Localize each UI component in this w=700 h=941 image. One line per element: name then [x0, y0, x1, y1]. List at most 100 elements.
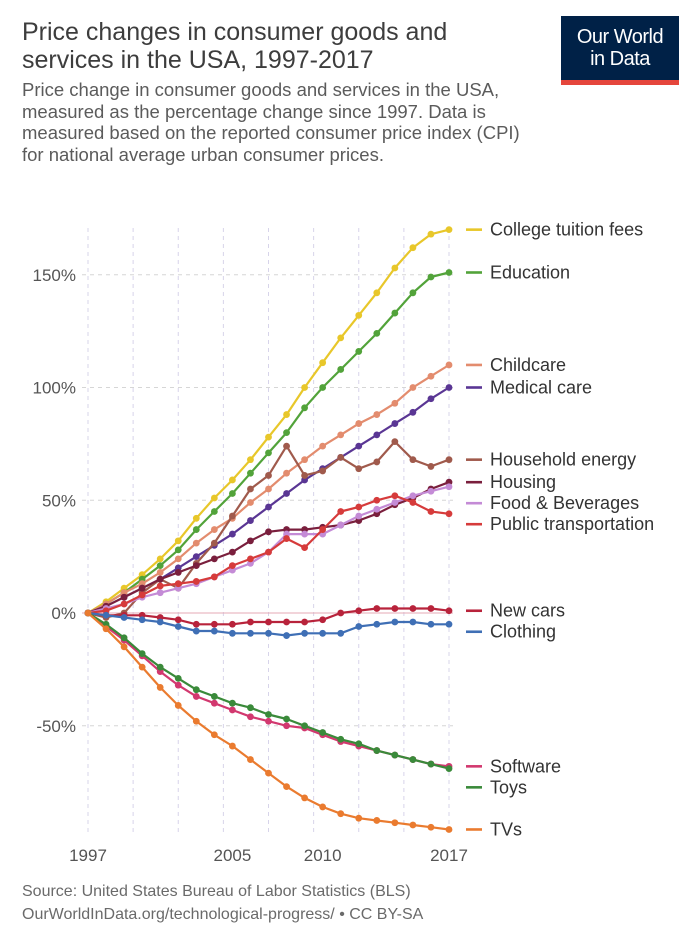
data-point: [337, 454, 345, 461]
x-tick-label: 1997: [69, 846, 107, 865]
data-point: [265, 618, 272, 626]
data-point: [247, 499, 254, 506]
data-point: [337, 810, 345, 818]
source-line-2: OurWorldInData.org/technological-progres…: [22, 906, 424, 923]
data-point: [210, 526, 218, 533]
data-point: [373, 458, 381, 466]
data-point: [355, 311, 363, 319]
data-point: [192, 693, 200, 700]
data-point: [156, 684, 164, 691]
legend-label: Clothing: [490, 622, 556, 642]
legend-label: Medical care: [490, 378, 592, 398]
data-point: [156, 618, 164, 626]
data-point: [247, 537, 254, 545]
owid-logo[interactable]: Our World in Data: [561, 16, 679, 85]
data-point: [120, 634, 128, 642]
data-point: [192, 562, 200, 570]
data-point: [301, 722, 308, 730]
series-household-energy: [84, 438, 453, 621]
y-tick-label: 50%: [42, 491, 76, 510]
chart-series: [84, 226, 453, 833]
legend-label: Toys: [490, 777, 527, 797]
data-point: [192, 553, 200, 561]
data-point: [210, 693, 218, 700]
source-line-1: Source: United States Bureau of Labor St…: [22, 883, 411, 900]
data-point: [283, 429, 290, 436]
data-point: [192, 526, 200, 533]
data-point: [138, 650, 146, 657]
legend-label: Education: [490, 262, 570, 282]
legend-item-software: Software: [466, 756, 561, 776]
data-point: [337, 609, 345, 617]
data-point: [319, 467, 327, 475]
legend-label: Software: [490, 756, 561, 776]
data-point: [337, 735, 345, 743]
data-point: [445, 361, 453, 369]
data-point: [247, 756, 254, 763]
data-point: [265, 548, 272, 556]
series-public-transportation: [84, 492, 453, 617]
legend-item-tvs: TVs: [466, 819, 522, 839]
data-point: [192, 620, 200, 628]
data-point: [247, 555, 254, 563]
data-point: [210, 539, 218, 547]
legend-label: College tuition fees: [490, 220, 643, 240]
data-point: [265, 449, 272, 457]
data-point: [210, 508, 218, 515]
data-point: [174, 569, 182, 576]
data-point: [409, 821, 417, 829]
data-point: [355, 814, 363, 822]
legend-item-childcare: Childcare: [466, 355, 566, 375]
data-point: [229, 562, 236, 570]
data-point: [229, 742, 236, 750]
data-point: [210, 731, 218, 739]
data-point: [391, 819, 399, 827]
data-point: [138, 663, 146, 671]
data-point: [174, 623, 182, 630]
data-point: [192, 717, 200, 725]
data-point: [319, 729, 327, 736]
data-point: [156, 562, 164, 570]
data-point: [427, 395, 435, 403]
data-point: [319, 359, 327, 367]
data-point: [445, 826, 453, 833]
data-point: [427, 372, 435, 380]
chart-title: Price changes in consumer goods and serv…: [22, 18, 448, 74]
data-point: [247, 469, 254, 477]
data-point: [391, 399, 399, 407]
x-tick-label: 2010: [304, 846, 342, 865]
data-point: [192, 627, 200, 635]
data-point: [138, 591, 146, 599]
data-point: [156, 589, 164, 597]
data-point: [373, 817, 381, 824]
data-point: [247, 629, 254, 637]
data-point: [337, 629, 345, 637]
data-point: [210, 494, 218, 502]
data-point: [391, 618, 399, 626]
data-point: [373, 605, 381, 612]
data-point: [210, 699, 218, 707]
data-point: [427, 273, 435, 281]
data-point: [409, 756, 417, 763]
data-point: [265, 769, 272, 777]
data-point: [301, 404, 308, 412]
legend-item-household-energy: Household energy: [466, 450, 636, 470]
data-point: [283, 715, 290, 723]
chart-axes: 150% 100% 50% 0% -50% 1997 2005 2010 2017: [33, 266, 468, 865]
logo-line-2: in Data: [590, 48, 650, 70]
data-point: [319, 803, 327, 811]
data-point: [210, 573, 218, 581]
data-point: [174, 616, 182, 624]
data-point: [301, 794, 308, 802]
data-point: [391, 492, 399, 500]
data-point: [192, 686, 200, 694]
data-point: [229, 476, 236, 484]
data-point: [120, 643, 128, 651]
legend-item-food-beverages: Food & Beverages: [466, 493, 639, 513]
data-point: [373, 747, 381, 754]
data-point: [355, 465, 363, 473]
data-point: [301, 456, 308, 464]
data-point: [229, 548, 236, 556]
data-point: [265, 528, 272, 536]
x-tick-label: 2005: [213, 846, 251, 865]
